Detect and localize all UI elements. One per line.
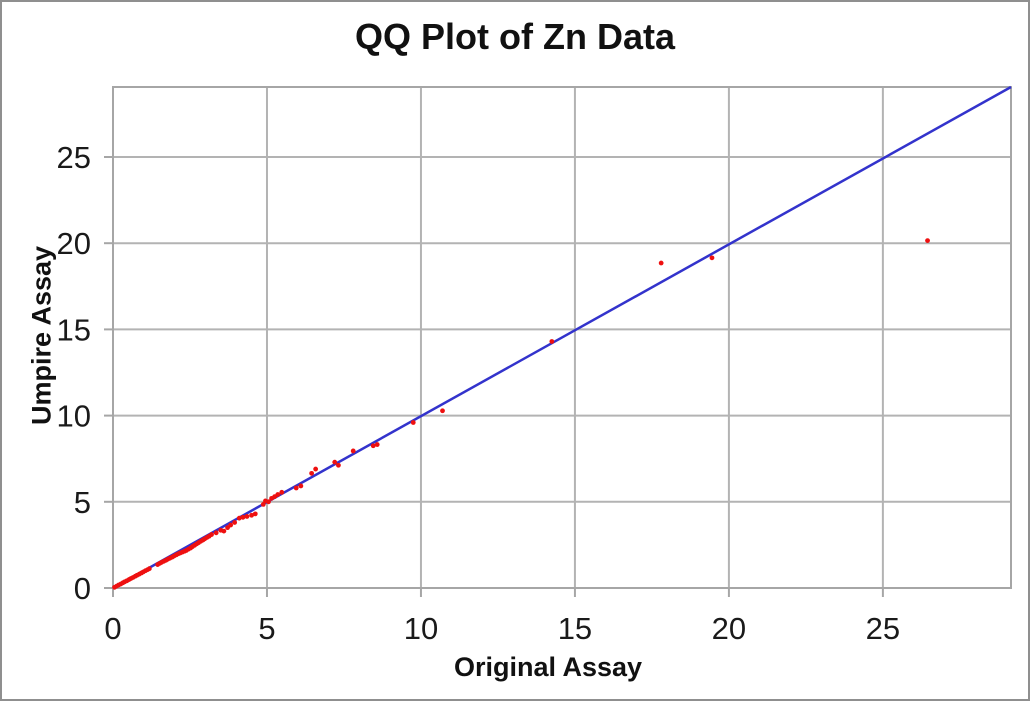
data-point — [236, 515, 242, 521]
data-point — [146, 566, 152, 572]
data-point — [293, 485, 299, 491]
data-point — [350, 448, 356, 454]
data-point — [370, 443, 376, 449]
x-tick-labels: 0 5 10 15 20 25 — [104, 611, 900, 646]
x-tick-label: 15 — [558, 611, 592, 646]
y-tick-label: 10 — [57, 399, 91, 434]
data-point — [260, 501, 266, 507]
plot-frame — [112, 86, 1012, 589]
data-point — [374, 442, 380, 447]
qq-scatter-plot: 0 5 10 15 20 25 0 5 10 15 20 25 — [57, 85, 1012, 646]
y-tick-label: 25 — [57, 140, 91, 175]
data-point — [244, 514, 250, 519]
data-point — [549, 339, 555, 344]
data-point — [440, 408, 445, 414]
data-point — [209, 532, 214, 537]
chart-title: QQ Plot of Zn Data — [355, 16, 675, 57]
y-tick-label: 15 — [57, 312, 91, 347]
data-point — [709, 255, 715, 261]
x-tick-label: 20 — [712, 611, 746, 646]
data-point — [332, 459, 338, 465]
data-points — [112, 238, 930, 590]
data-point — [228, 522, 234, 528]
identity-line — [112, 85, 1012, 590]
data-point — [279, 489, 285, 495]
tick-marks — [104, 155, 884, 597]
x-axis-title: Original Assay — [453, 652, 643, 682]
y-tick-label: 20 — [57, 226, 91, 261]
x-tick-label: 10 — [404, 611, 438, 646]
data-point — [221, 528, 227, 534]
data-point — [298, 483, 304, 489]
data-point — [658, 260, 664, 266]
x-tick-label: 5 — [258, 611, 275, 646]
gridlines — [113, 87, 1011, 588]
data-point — [240, 514, 246, 520]
y-axis-title: Umpire Assay — [26, 245, 57, 426]
data-point — [213, 530, 219, 536]
data-point — [336, 462, 341, 468]
data-point — [252, 511, 258, 517]
data-point — [410, 420, 416, 425]
data-point — [249, 512, 254, 518]
y-tick-labels: 0 5 10 15 20 25 — [57, 140, 91, 606]
data-point — [309, 470, 315, 476]
data-point — [266, 499, 271, 505]
y-tick-label: 0 — [74, 571, 91, 606]
data-point — [313, 466, 319, 472]
x-tick-label: 25 — [866, 611, 900, 646]
y-tick-label: 5 — [74, 485, 91, 520]
data-point — [232, 520, 238, 525]
data-point — [275, 492, 281, 497]
data-point — [925, 238, 930, 244]
x-tick-label: 0 — [104, 611, 121, 646]
